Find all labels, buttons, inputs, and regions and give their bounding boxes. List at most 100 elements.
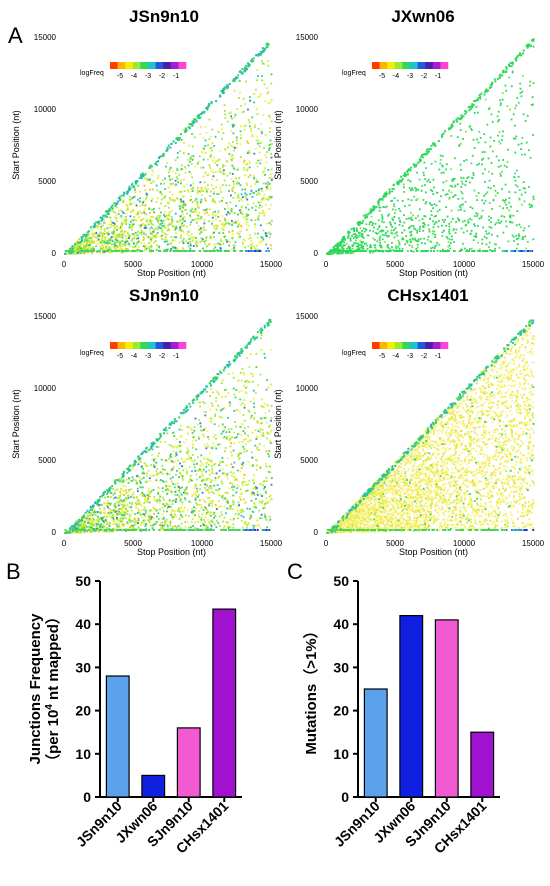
edge-point xyxy=(453,250,455,252)
junction-point xyxy=(187,245,190,248)
junction-point xyxy=(204,500,206,503)
junction-point xyxy=(257,191,260,194)
junction-point xyxy=(209,420,212,423)
junction-point xyxy=(254,225,257,228)
junction-point xyxy=(518,189,521,191)
edge-point xyxy=(67,250,70,252)
diagonal-point xyxy=(87,230,90,233)
junction-point xyxy=(262,406,265,408)
junction-point xyxy=(225,238,228,241)
junction-point xyxy=(135,520,138,523)
junction-point xyxy=(242,216,245,218)
junction-point xyxy=(200,469,203,472)
junction-point xyxy=(170,199,172,201)
junction-point xyxy=(404,243,407,246)
junction-point xyxy=(107,230,110,233)
junction-point xyxy=(227,416,229,419)
junction-point xyxy=(247,108,249,111)
junction-point xyxy=(85,236,88,238)
junction-point xyxy=(195,502,198,504)
junction-point xyxy=(213,445,215,448)
junction-point xyxy=(460,190,463,193)
junction-point xyxy=(184,521,187,523)
junction-point xyxy=(228,428,230,431)
junction-point xyxy=(237,379,240,381)
junction-point xyxy=(146,465,149,467)
junction-point xyxy=(223,229,225,231)
junction-point xyxy=(415,199,418,201)
edge-point xyxy=(92,250,95,252)
junction-point xyxy=(515,234,518,237)
junction-point xyxy=(113,241,116,243)
junction-point xyxy=(159,224,161,227)
edge-point xyxy=(361,250,364,252)
y-tick-label: 0 xyxy=(52,249,57,258)
junction-point xyxy=(226,160,229,162)
junction-point xyxy=(191,208,193,210)
junction-point xyxy=(108,239,111,242)
junction-point xyxy=(338,252,340,255)
junction-point xyxy=(150,518,153,520)
junction-point xyxy=(224,222,227,225)
panel-letter-b: B xyxy=(6,559,21,584)
junction-point xyxy=(211,519,214,521)
junction-point xyxy=(195,214,198,216)
junction-point xyxy=(251,116,254,119)
junction-point xyxy=(169,169,172,172)
junction-point xyxy=(230,111,232,114)
junction-point xyxy=(206,484,209,487)
diagonal-point xyxy=(150,165,153,168)
junction-point xyxy=(113,492,116,495)
diagonal-point xyxy=(480,92,483,95)
junction-point xyxy=(96,225,99,227)
junction-point xyxy=(497,221,500,224)
junction-point xyxy=(403,229,406,232)
junction-point xyxy=(460,180,463,183)
junction-point xyxy=(246,169,249,171)
junction-point xyxy=(171,516,174,519)
junction-point xyxy=(150,525,153,528)
junction-point xyxy=(209,165,211,168)
diagonal-point xyxy=(174,142,177,144)
junction-point xyxy=(529,156,532,159)
diagonal-point xyxy=(247,63,250,66)
junction-point xyxy=(130,226,133,229)
junction-point xyxy=(205,132,208,134)
junction-point xyxy=(255,180,258,183)
junction-point xyxy=(163,498,165,501)
junction-point xyxy=(200,231,203,233)
junction-point xyxy=(128,237,130,239)
junction-point xyxy=(156,509,159,511)
junction-point xyxy=(80,247,83,249)
junction-point xyxy=(134,502,137,504)
junction-point xyxy=(438,243,441,246)
junction-point xyxy=(204,524,207,527)
y-tick-label: 10000 xyxy=(34,105,57,114)
junction-point xyxy=(105,502,108,505)
junction-point xyxy=(238,182,240,185)
edge-point xyxy=(159,250,162,252)
junction-point xyxy=(153,211,156,214)
junction-point xyxy=(267,247,269,250)
junction-point xyxy=(229,402,231,405)
junction-point xyxy=(268,144,270,147)
junction-point xyxy=(405,217,408,220)
edge-point xyxy=(486,250,489,252)
junction-point xyxy=(245,80,247,83)
edge-point xyxy=(363,250,366,252)
junction-point xyxy=(347,245,350,248)
junction-point xyxy=(171,500,174,502)
junction-point xyxy=(196,217,199,220)
diagonal-point xyxy=(449,127,451,130)
junction-point xyxy=(203,468,205,471)
junction-point xyxy=(100,235,103,237)
junction-point xyxy=(188,144,190,147)
diagonal-point xyxy=(382,195,385,198)
junction-point xyxy=(267,184,269,186)
junction-point xyxy=(250,185,252,188)
junction-point xyxy=(181,230,184,232)
junction-point xyxy=(174,452,177,455)
junction-point xyxy=(132,526,135,528)
junction-point xyxy=(244,163,247,166)
junction-point xyxy=(120,503,123,506)
